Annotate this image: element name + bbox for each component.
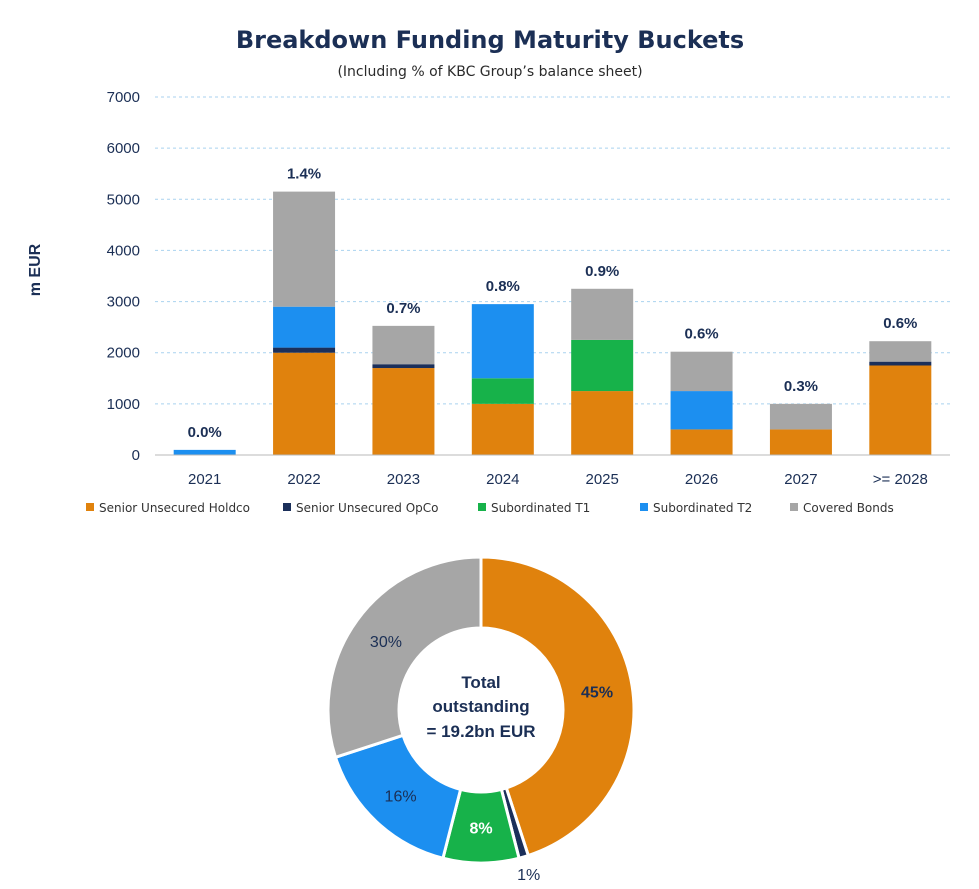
y-tick-label: 3000 [107, 294, 140, 311]
bar-segment-2026-0 [670, 429, 733, 455]
legend-label: Covered Bonds [803, 501, 894, 515]
legend: Senior Unsecured Holdco Senior Unsecured … [86, 501, 894, 515]
x-tick-label: 2025 [586, 471, 619, 488]
bar-segment-2028-4 [869, 341, 932, 362]
bar-segment-2025-2 [571, 339, 634, 392]
donut-slice-label: 30% [370, 634, 402, 651]
bar-segment-2028-1 [869, 361, 932, 366]
x-tick-label: 2022 [287, 471, 320, 488]
y-tick-label: 1000 [107, 396, 140, 413]
legend-swatch [640, 503, 648, 511]
donut-slice-label: 45% [581, 685, 613, 702]
bar-segment-2027-4 [769, 403, 832, 430]
y-tick-label: 4000 [107, 242, 140, 259]
bar-segment-2024-0 [471, 403, 534, 455]
bar-segment-2027-0 [769, 429, 832, 455]
legend-swatch [790, 503, 798, 511]
bar-segment-2025-0 [571, 391, 634, 455]
x-tick-label: 2023 [387, 471, 420, 488]
bar-segment-2022-1 [273, 347, 336, 353]
donut-center-line-1: Total [461, 673, 500, 692]
legend-label: Senior Unsecured OpCo [296, 501, 439, 515]
donut-center-text: Total outstanding = 19.2bn EUR [426, 673, 535, 741]
legend-swatch [478, 503, 486, 511]
bar-percent-label: 0.6% [883, 315, 917, 332]
bar-percent-label: 0.3% [784, 378, 818, 395]
y-axis-label: m EUR [27, 243, 44, 296]
bar-percent-label: 0.0% [188, 424, 222, 441]
bar-percent-label: 0.9% [585, 263, 619, 280]
y-tick-label: 2000 [107, 345, 140, 362]
bar-segment-2026-3 [670, 391, 733, 430]
legend-label: Senior Unsecured Holdco [99, 501, 250, 515]
donut-center-line-3: = 19.2bn EUR [426, 722, 535, 741]
bar-segment-2023-4 [372, 325, 435, 365]
chart-title: Breakdown Funding Maturity Buckets [236, 26, 744, 54]
bar-segment-2022-0 [273, 352, 336, 455]
bar-segment-2026-4 [670, 351, 733, 392]
bar-segment-2024-3 [471, 304, 534, 379]
donut-slice-0 [479, 555, 636, 858]
x-tick-label: 2024 [486, 471, 519, 488]
y-tick-label: 7000 [107, 89, 140, 106]
bar-segment-2023-0 [372, 368, 435, 455]
bar-percent-label: 0.8% [486, 278, 520, 295]
donut-slice-label: 8% [469, 821, 492, 838]
donut-slice-label: 16% [385, 789, 417, 806]
bar-segment-2022-3 [273, 306, 336, 348]
x-tick-label: 2021 [188, 471, 221, 488]
bar-percent-label: 0.7% [386, 300, 420, 317]
bar-segment-2022-4 [273, 191, 336, 307]
y-tick-label: 6000 [107, 140, 140, 157]
axes: 0 1000 2000 3000 4000 5000 6000 7000 2021 2022 202… [107, 89, 950, 488]
bar-segment-2024-2 [471, 378, 534, 404]
bar-series: 0.0% 1.4% 0.7% 0.8% 0.9% 0.6% 0.3% 0.6% [173, 166, 932, 455]
x-tick-label: >= 2028 [873, 471, 928, 488]
donut-center-line-2: outstanding [432, 697, 529, 716]
chart-subtitle: (Including % of KBC Group’s balance shee… [337, 64, 642, 80]
donut-chart: 45% 1% 8% 16% 30% [326, 555, 636, 884]
bar-segment-2021-3 [173, 449, 236, 455]
x-tick-label: 2026 [685, 471, 718, 488]
legend-label: Subordinated T1 [491, 501, 590, 515]
bar-segment-2023-1 [372, 364, 435, 369]
bar-segment-2028-0 [869, 365, 932, 455]
x-tick-label: 2027 [784, 471, 817, 488]
legend-swatch [86, 503, 94, 511]
y-tick-label: 0 [132, 447, 140, 464]
y-tick-label: 5000 [107, 191, 140, 208]
legend-swatch [283, 503, 291, 511]
donut-slice-label: 1% [517, 867, 540, 884]
donut-slice-4 [326, 555, 483, 760]
bar-segment-2025-4 [571, 288, 634, 340]
bar-percent-label: 0.6% [684, 326, 718, 343]
legend-label: Subordinated T2 [653, 501, 752, 515]
bar-percent-label: 1.4% [287, 166, 321, 183]
